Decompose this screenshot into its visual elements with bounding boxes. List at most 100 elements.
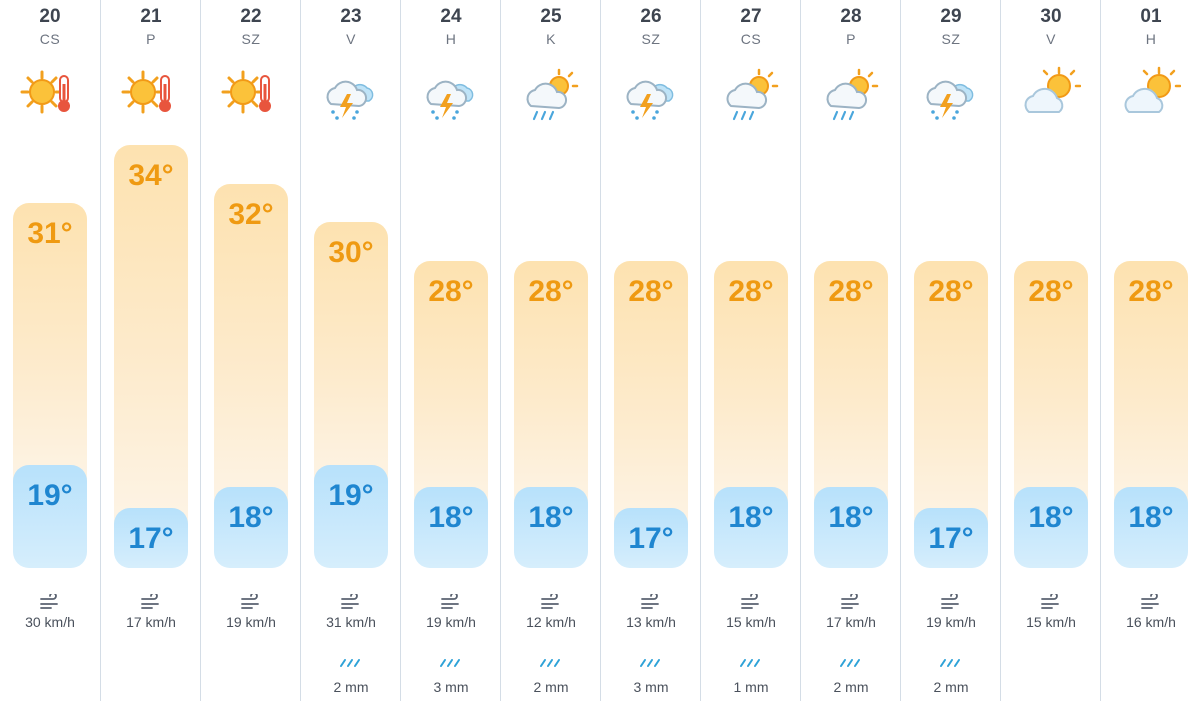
- day-of-week: CS: [39, 31, 61, 47]
- thunderstorm-icon: [626, 80, 674, 120]
- day-date: 25: [540, 6, 562, 27]
- day-date: 21: [140, 6, 162, 27]
- day-of-week: K: [546, 31, 556, 47]
- low-temp-bar: [514, 486, 588, 568]
- low-temp-bar: [614, 508, 688, 568]
- day-date: 22: [240, 6, 262, 27]
- day-date: 24: [440, 6, 462, 27]
- rain-icon: [340, 659, 360, 667]
- precipitation-amount: 3 mm: [633, 679, 669, 695]
- day-date: 23: [340, 6, 362, 27]
- day-column: 30 V 28° 18° 15 km/h: [1000, 0, 1101, 701]
- wind-icon: [1141, 594, 1159, 609]
- day-column: 28 P 28° 18° 17 km/h 2 mm: [800, 0, 901, 701]
- low-temp-bar: [414, 486, 488, 568]
- day-column: 24 H 28° 18° 19 km/h 3 mm: [400, 0, 501, 701]
- rain-icon: [740, 659, 760, 667]
- partly-cloudy-icon: [1124, 66, 1181, 113]
- wind-icon: [341, 594, 359, 609]
- high-temp-label: 28°: [628, 274, 674, 308]
- day-of-week: SZ: [941, 31, 961, 47]
- high-temp-bar: [914, 260, 988, 548]
- high-temp-bar: [114, 145, 188, 548]
- wind-speed: 15 km/h: [1026, 614, 1076, 630]
- low-temp-bar: [714, 486, 788, 568]
- day-date: 30: [1040, 6, 1062, 27]
- high-temp-label: 28°: [828, 274, 874, 308]
- day-of-week: H: [1145, 31, 1157, 47]
- day-of-week: H: [445, 31, 457, 47]
- wind-speed: 16 km/h: [1126, 614, 1176, 630]
- day-of-week: CS: [740, 31, 762, 47]
- precipitation-amount: 1 mm: [733, 679, 769, 695]
- low-temp-label: 19°: [328, 479, 374, 512]
- day-date: 01: [1140, 6, 1162, 27]
- day-column: 23 V 30° 19° 31 km/h 2 mm: [300, 0, 401, 701]
- precipitation-amount: 2 mm: [533, 679, 569, 695]
- sun-thermometer-icon: [20, 70, 70, 114]
- high-temp-label: 28°: [1128, 274, 1174, 308]
- low-temp-label: 17°: [628, 522, 674, 555]
- high-temp-bar: [814, 260, 888, 527]
- day-of-week: SZ: [641, 31, 661, 47]
- day-of-week: P: [146, 31, 156, 47]
- high-temp-bar: [714, 260, 788, 527]
- low-temp-bar: [114, 508, 188, 568]
- low-temp-label: 18°: [528, 500, 574, 534]
- high-temp-label: 31°: [27, 217, 73, 250]
- high-temp-bar: [1114, 260, 1188, 527]
- thunderstorm-icon: [326, 80, 374, 120]
- day-of-week: P: [846, 31, 856, 47]
- wind-icon: [40, 594, 58, 609]
- day-date: 29: [940, 6, 962, 27]
- wind-icon: [541, 594, 559, 609]
- low-temp-bar: [13, 465, 87, 568]
- high-temp-label: 28°: [1028, 274, 1074, 308]
- wind-speed: 17 km/h: [126, 614, 176, 630]
- high-temp-label: 28°: [528, 274, 574, 308]
- partly-cloudy-icon: [1024, 66, 1081, 113]
- wind-speed: 17 km/h: [826, 614, 876, 630]
- low-temp-label: 18°: [1128, 500, 1174, 534]
- wind-speed: 12 km/h: [526, 614, 576, 630]
- low-temp-label: 17°: [928, 522, 974, 555]
- rain-icon: [540, 659, 560, 667]
- high-temp-label: 28°: [928, 274, 974, 308]
- thunderstorm-icon: [926, 80, 974, 120]
- wind-speed: 31 km/h: [326, 614, 376, 630]
- day-of-week: V: [1046, 31, 1056, 47]
- day-column: 27 CS 28° 18° 15 km/h 1 mm: [700, 0, 801, 701]
- low-temp-label: 18°: [828, 500, 874, 534]
- wind-speed: 19 km/h: [426, 614, 476, 630]
- wind-speed: 15 km/h: [726, 614, 776, 630]
- day-date: 28: [840, 6, 862, 27]
- precipitation-amount: 3 mm: [433, 679, 469, 695]
- day-column: 22 SZ 32° 18° 19 km/h: [200, 0, 301, 701]
- wind-icon: [741, 594, 759, 609]
- wind-speed: 13 km/h: [626, 614, 676, 630]
- low-temp-label: 17°: [128, 522, 174, 555]
- high-temp-label: 28°: [428, 274, 474, 308]
- high-temp-bar: [414, 260, 488, 527]
- day-of-week: SZ: [241, 31, 261, 47]
- day-date: 20: [39, 6, 61, 27]
- high-temp-bar: [614, 260, 688, 548]
- sun-rain-cloud-icon: [526, 68, 579, 121]
- day-column: 26 SZ 28° 17° 13 km/h 3 mm: [600, 0, 701, 701]
- sun-rain-cloud-icon: [826, 68, 879, 121]
- low-temp-label: 18°: [728, 500, 774, 534]
- low-temp-label: 19°: [27, 479, 73, 512]
- wind-icon: [141, 594, 159, 609]
- low-temp-label: 18°: [428, 500, 474, 534]
- wind-icon: [441, 594, 459, 609]
- precipitation-amount: 2 mm: [933, 679, 969, 695]
- sun-rain-cloud-icon: [726, 68, 779, 121]
- low-temp-bar: [214, 486, 288, 568]
- thunderstorm-icon: [426, 80, 474, 120]
- sun-thermometer-icon: [221, 70, 271, 114]
- wind-icon: [1041, 594, 1059, 609]
- wind-icon: [241, 594, 259, 609]
- precipitation-amount: 2 mm: [333, 679, 369, 695]
- rain-icon: [940, 659, 960, 667]
